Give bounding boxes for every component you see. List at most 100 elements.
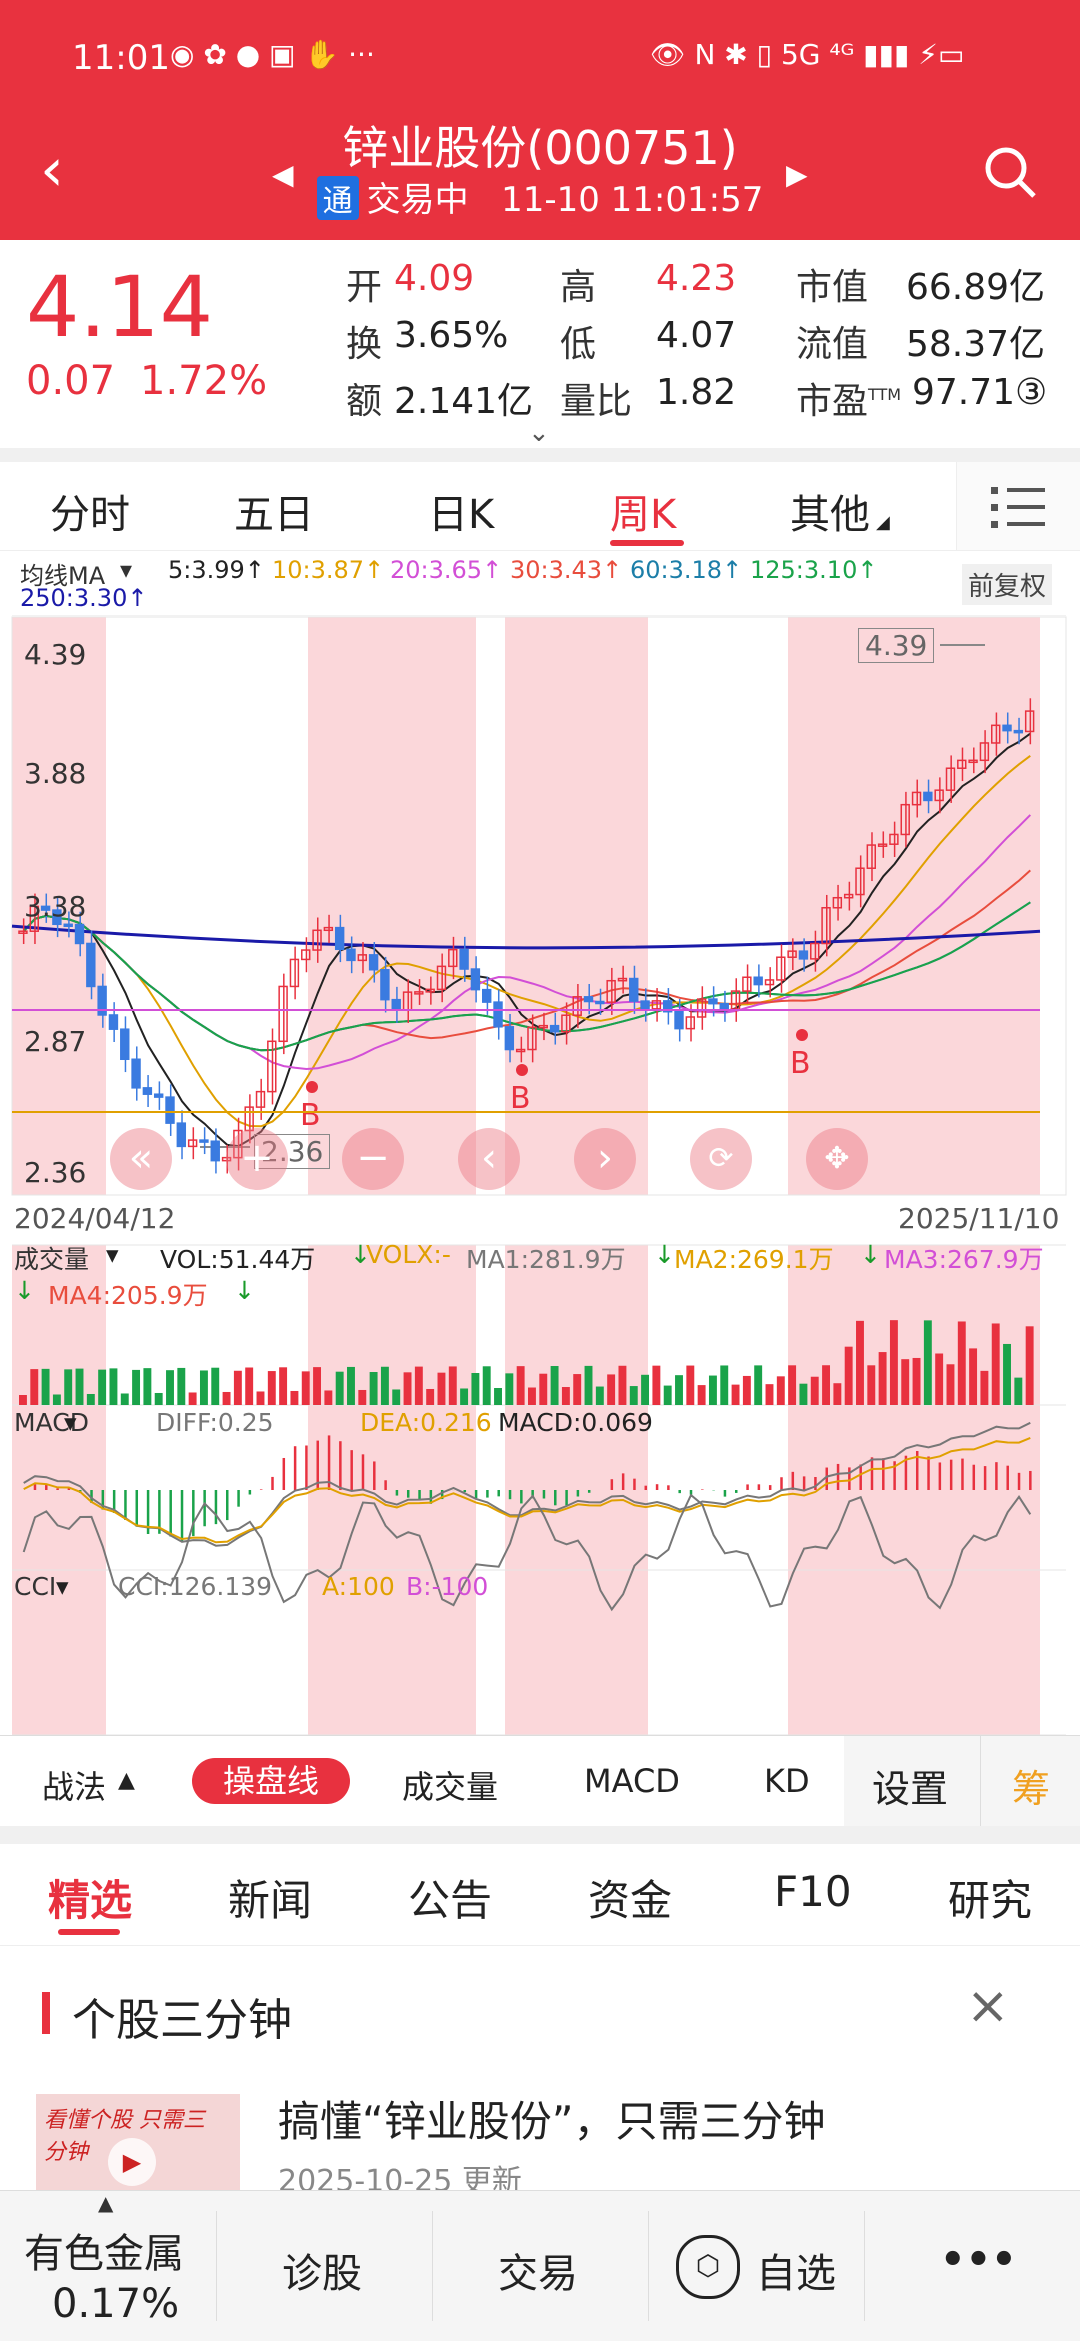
prev-stock-icon[interactable]: ◀ — [272, 158, 294, 191]
turnover-label: 换 — [346, 324, 383, 365]
volume-bar — [799, 1383, 808, 1405]
divider — [0, 448, 1080, 462]
tab-zijin[interactable]: 资金 — [588, 1876, 673, 1925]
settings-button[interactable]: 设置 — [872, 1767, 949, 1811]
chart-settings-icon[interactable] — [956, 462, 1080, 550]
volume-bar — [437, 1372, 446, 1405]
candle-body — [312, 929, 322, 951]
candle-body — [29, 905, 39, 932]
amount-value: 2.141亿 — [394, 381, 534, 422]
cci-label[interactable]: CCI — [14, 1572, 57, 1601]
volume-bar — [822, 1365, 831, 1405]
tab-jingxuan[interactable]: 精选 — [48, 1876, 133, 1925]
volume-bar — [403, 1372, 412, 1405]
candle-body — [843, 893, 854, 899]
right-icon[interactable]: › — [574, 1128, 636, 1190]
dropdown-icon[interactable]: ▾ — [64, 1408, 77, 1437]
close-icon[interactable]: × — [966, 1976, 1010, 2036]
tab-fenshi[interactable]: 分时 — [50, 492, 130, 538]
candle-body — [165, 1096, 175, 1124]
pe-label: 市盈TTM — [796, 381, 902, 422]
tab-zhouk[interactable]: 周K — [610, 492, 677, 538]
diagnose-button[interactable]: 诊股 — [282, 2251, 362, 2297]
tab-gonggao[interactable]: 公告 — [408, 1876, 493, 1925]
dropdown-icon[interactable]: ▾ — [106, 1240, 119, 1269]
candle-body — [821, 907, 831, 945]
candle-body — [267, 1040, 277, 1093]
candle-body — [255, 1090, 266, 1108]
chou-button[interactable]: 筹 — [1012, 1767, 1051, 1811]
back-icon[interactable]: ‹ — [40, 135, 64, 205]
high-label: 高 — [560, 267, 597, 308]
next-stock-icon[interactable]: ▶ — [786, 158, 808, 191]
more-icon[interactable]: ••• — [940, 2237, 1017, 2283]
candle-body — [617, 977, 628, 982]
down-arrow-icon: ↓ — [654, 1240, 675, 1269]
volume-bar — [290, 1390, 299, 1405]
zoom-in-icon[interactable]: + — [226, 1128, 288, 1190]
candle-body — [380, 968, 390, 1001]
rotate-icon[interactable]: ⟳ — [690, 1128, 752, 1190]
ma60-value: 60:3.18↑ — [630, 556, 743, 584]
dropdown-icon[interactable]: ▾ — [56, 1572, 69, 1601]
volume-bar — [946, 1364, 955, 1405]
watchlist-button[interactable]: 自选 — [756, 2251, 836, 2297]
zhanfa-button[interactable]: 战法 — [42, 1768, 107, 1806]
chengjiao-button[interactable]: 成交量 — [402, 1768, 499, 1806]
candle-body — [63, 923, 73, 928]
volume-bar — [448, 1366, 457, 1405]
ma-label[interactable]: 均线MA — [20, 562, 106, 590]
tab-yanjiu[interactable]: 研究 — [948, 1876, 1033, 1925]
candle-body — [289, 958, 300, 988]
volume-bar — [380, 1366, 389, 1405]
mcap-value: 66.89亿 — [906, 267, 1046, 308]
trade-button[interactable]: 交易 — [498, 2251, 578, 2297]
volume-bar — [980, 1370, 989, 1405]
caopan-button[interactable]: 操盘线 — [192, 1758, 350, 1804]
left-icon[interactable]: ‹ — [458, 1128, 520, 1190]
fullscreen-icon[interactable]: ✥ — [806, 1128, 868, 1190]
tab-f10[interactable]: F10 — [774, 1867, 852, 1916]
ma250-value: 250:3.30↑ — [20, 584, 148, 612]
volume-bar — [561, 1387, 570, 1405]
quote-panel: 4.14 0.07 1.72% 开 4.09 高 4.23 市值 66.89亿 … — [0, 240, 1080, 450]
kline-chart[interactable]: B B B — [0, 615, 1080, 1735]
macd-button[interactable]: MACD — [584, 1762, 680, 1800]
candle-body — [776, 956, 786, 981]
zoom-out-icon[interactable]: − — [342, 1128, 404, 1190]
buy-marker: B — [510, 1081, 531, 1116]
sector-name[interactable]: 有色金属 — [24, 2231, 184, 2277]
ma30-value: 30:3.43↑ — [510, 556, 623, 584]
candle-body — [572, 996, 582, 1016]
article-title[interactable]: 搞懂“锌业股份”，只需三分钟 — [278, 2097, 826, 2146]
candle-body — [753, 976, 763, 986]
tab-qita[interactable]: 其他 — [790, 492, 870, 538]
tab-rik[interactable]: 日K — [428, 492, 495, 538]
ma-dropdown-icon[interactable]: ▾ — [120, 556, 133, 584]
candle-body — [968, 759, 978, 764]
play-icon[interactable]: ▶ — [108, 2138, 156, 2186]
kd-button[interactable]: KD — [764, 1762, 810, 1800]
volume-bar — [607, 1374, 616, 1405]
candle-body — [414, 991, 424, 995]
candle-body — [334, 926, 345, 951]
candle-body — [199, 1139, 209, 1143]
search-icon[interactable] — [980, 142, 1040, 206]
expand-chevron-icon[interactable]: ⌄ — [528, 418, 550, 448]
candle-body — [448, 948, 458, 968]
candle-body — [685, 1016, 696, 1030]
volume-bar — [267, 1371, 276, 1405]
rewind-icon[interactable]: « — [110, 1128, 172, 1190]
vol-ma1: MA1:281.9万 — [466, 1245, 626, 1274]
adjust-button[interactable]: 前复权 — [962, 564, 1053, 605]
price-axis-label: 2.36 — [24, 1156, 87, 1189]
article-thumbnail[interactable]: 看懂个股 只需三分钟 ▶ — [36, 2094, 240, 2190]
hexagon-icon[interactable]: ⬡ — [676, 2235, 740, 2299]
candle-body — [991, 724, 1001, 744]
tab-wuri[interactable]: 五日 — [234, 492, 314, 538]
volume-bar — [256, 1391, 265, 1405]
bottom-nav: ▲ 有色金属 0.17% 诊股 交易 ⬡ 自选 ••• — [0, 2190, 1080, 2341]
macd-label[interactable]: MACD — [14, 1408, 89, 1437]
volume-label[interactable]: 成交量 — [14, 1245, 90, 1274]
tab-xinwen[interactable]: 新闻 — [228, 1876, 313, 1925]
